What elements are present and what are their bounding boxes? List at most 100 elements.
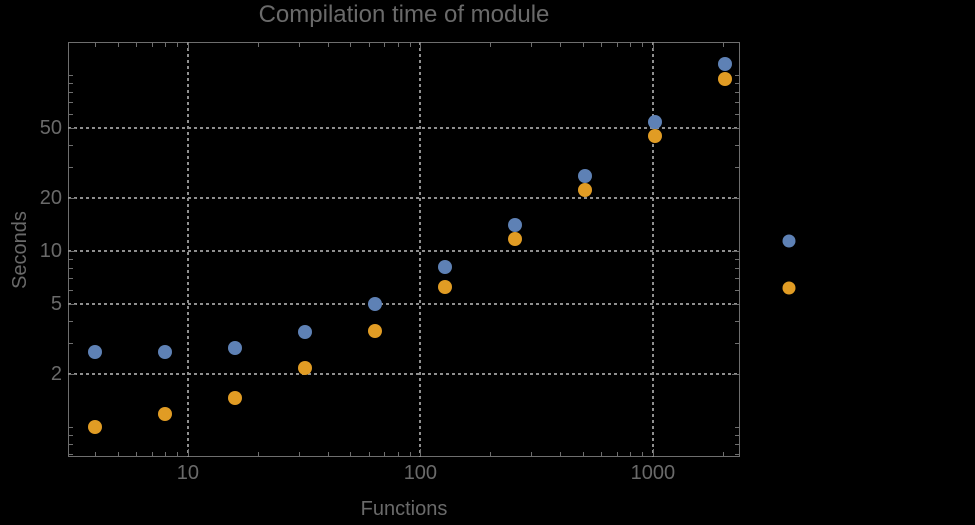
x-minor-tick (350, 43, 352, 47)
y-minor-tick (735, 290, 739, 292)
x-minor-tick (177, 452, 179, 456)
y-minor-tick (69, 145, 73, 147)
data-point-series-2 (368, 324, 383, 339)
y-major-tick (732, 198, 739, 199)
x-minor-tick (397, 43, 399, 47)
x-minor-tick (582, 452, 584, 456)
y-minor-tick (735, 83, 739, 85)
y-gridline (68, 249, 740, 252)
y-minor-tick (735, 167, 739, 169)
y-minor-tick (735, 114, 739, 116)
x-minor-tick (95, 43, 97, 47)
x-minor-tick (722, 43, 724, 47)
x-minor-tick (616, 43, 618, 47)
x-minor-tick (642, 452, 644, 456)
y-minor-tick (69, 83, 73, 85)
x-minor-tick (257, 43, 259, 47)
x-minor-tick (397, 452, 399, 456)
x-minor-tick (384, 452, 386, 456)
x-major-tick (652, 43, 654, 50)
x-minor-tick (601, 452, 603, 456)
data-point-series-2 (228, 390, 243, 405)
y-tick-label: 2 (50, 362, 62, 385)
x-minor-tick (136, 43, 138, 47)
x-gridline (651, 42, 654, 457)
x-minor-tick (177, 43, 179, 47)
y-minor-tick (69, 102, 73, 104)
data-point-series-1 (718, 57, 733, 72)
x-minor-tick (165, 43, 167, 47)
data-point-series-2 (578, 183, 593, 198)
y-major-tick (69, 127, 76, 129)
y-gridline (68, 372, 740, 375)
x-minor-tick (384, 43, 386, 47)
data-point-series-1 (438, 260, 453, 275)
data-point-series-2 (88, 419, 103, 434)
y-minor-tick (69, 92, 73, 94)
data-point-series-1 (88, 344, 103, 359)
y-major-tick (732, 373, 739, 375)
y-gridline (68, 197, 740, 199)
x-tick-label: 10 (176, 462, 200, 484)
x-tick-label: 100 (403, 462, 438, 484)
x-major-tick (652, 449, 654, 456)
y-minor-tick (69, 290, 73, 292)
x-minor-tick (368, 452, 370, 456)
y-minor-tick (69, 444, 73, 445)
x-minor-tick (582, 43, 584, 47)
y-major-tick (732, 303, 739, 305)
y-minor-tick (735, 444, 739, 445)
x-minor-tick (327, 43, 329, 47)
x-minor-tick (350, 452, 352, 456)
x-minor-tick (136, 452, 138, 456)
y-major-tick (69, 373, 76, 375)
data-point-series-2 (508, 231, 523, 246)
data-point-series-1 (158, 344, 173, 359)
y-major-tick (69, 303, 76, 305)
y-minor-tick (735, 74, 739, 76)
x-major-tick (187, 449, 189, 456)
y-major-tick (732, 250, 739, 252)
y-minor-tick (735, 435, 739, 436)
y-major-tick (732, 127, 739, 129)
y-minor-tick (735, 92, 739, 94)
x-minor-tick (298, 43, 300, 47)
y-minor-tick (735, 145, 739, 147)
x-minor-tick (560, 452, 562, 456)
x-major-tick (420, 449, 422, 456)
x-minor-tick (117, 43, 119, 47)
y-minor-tick (735, 102, 739, 104)
data-point-series-1 (298, 325, 313, 340)
y-minor-tick (735, 268, 739, 270)
y-minor-tick (69, 268, 73, 270)
x-minor-tick (531, 452, 533, 456)
y-minor-tick (69, 342, 73, 344)
y-gridline (68, 126, 740, 129)
x-minor-tick (368, 43, 370, 47)
x-minor-tick (409, 452, 411, 456)
x-minor-tick (151, 452, 153, 456)
x-minor-tick (560, 43, 562, 47)
x-minor-tick (642, 43, 644, 47)
y-tick-label: 20 (39, 187, 62, 209)
x-major-tick (420, 43, 422, 50)
y-minor-tick (735, 454, 739, 456)
x-minor-tick (490, 452, 492, 456)
data-point-series-2 (648, 129, 663, 144)
legend-marker-series-2 (782, 281, 796, 295)
plot-area (68, 42, 740, 457)
x-minor-tick (601, 43, 603, 47)
data-point-series-2 (438, 279, 453, 294)
chart-title: Compilation time of module (258, 1, 550, 28)
y-gridline (68, 302, 740, 305)
y-major-tick (69, 198, 76, 199)
x-gridline (419, 42, 422, 457)
x-minor-tick (151, 43, 153, 47)
y-major-tick (69, 250, 76, 252)
x-minor-tick (722, 452, 724, 456)
x-minor-tick (490, 43, 492, 47)
y-minor-tick (69, 114, 73, 116)
y-tick-label: 50 (39, 116, 62, 139)
x-minor-tick (531, 43, 533, 47)
